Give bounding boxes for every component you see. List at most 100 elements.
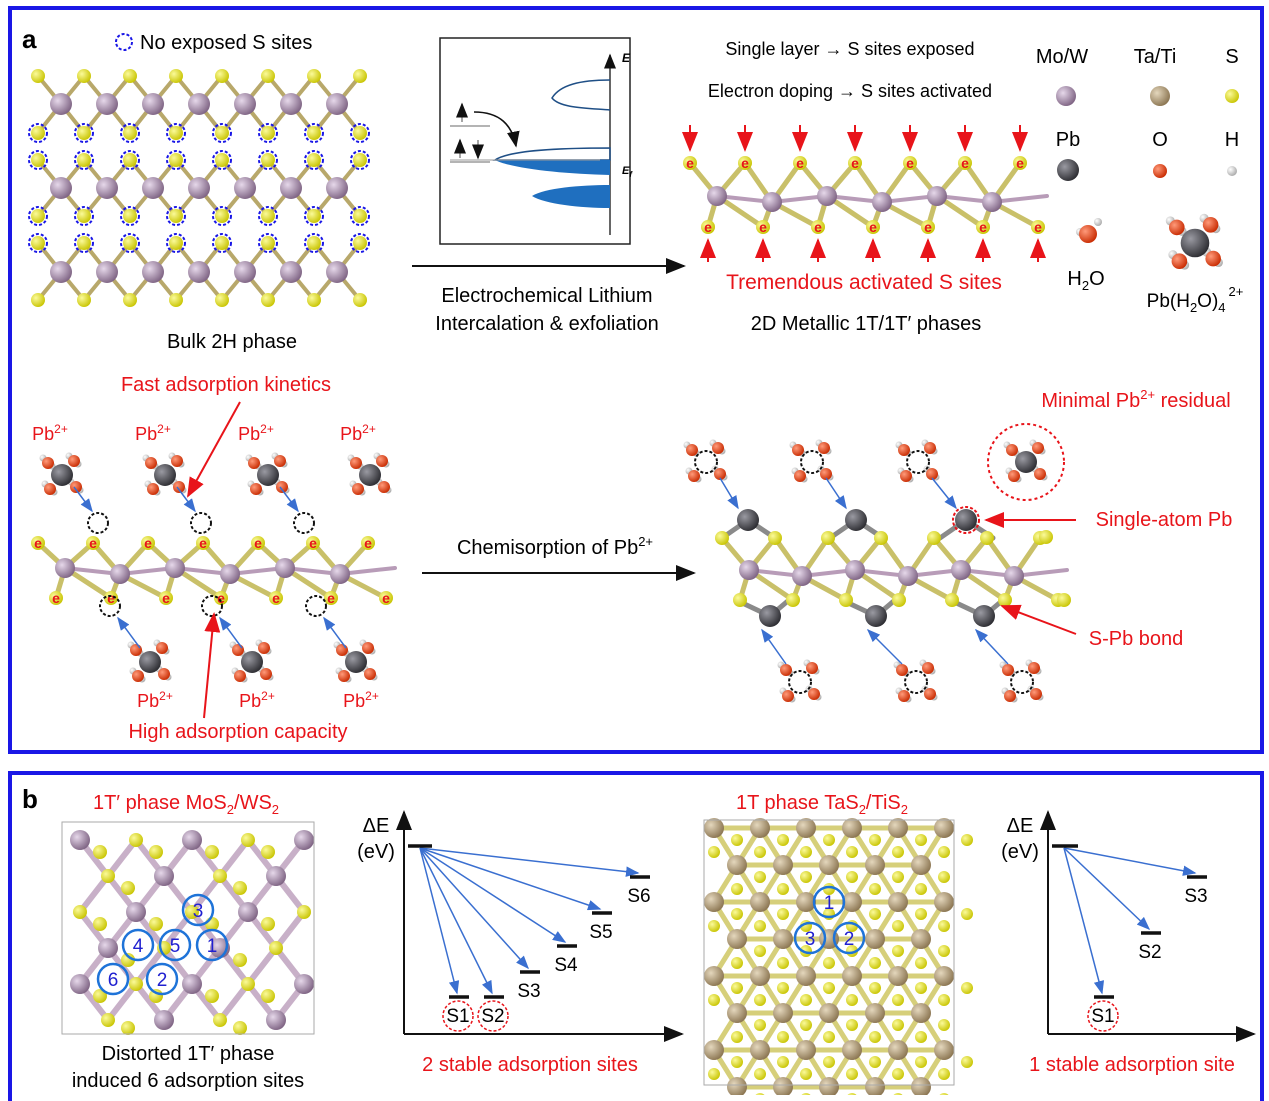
o-atom <box>352 483 364 495</box>
s-atom <box>149 917 163 931</box>
electron-label: e <box>704 219 712 235</box>
mo-atom <box>142 93 164 115</box>
pb-atom <box>359 464 381 486</box>
pb-ion-label: Pb2+ <box>340 422 376 444</box>
adsorption-site-circle <box>87 512 109 534</box>
o-atom <box>1006 444 1018 456</box>
mo-atom <box>326 261 348 283</box>
h-atom <box>1094 218 1102 226</box>
s-atom <box>866 220 880 234</box>
atom-layer <box>31 69 1239 1095</box>
s-atom <box>998 593 1012 607</box>
vacated-site-circle <box>1010 670 1034 694</box>
s-atom <box>77 293 91 307</box>
minimal-residual-label: Minimal Pb2+ residual <box>1041 387 1230 412</box>
s-atom <box>353 293 367 307</box>
s-atom <box>185 905 199 919</box>
s-atom <box>731 834 743 846</box>
s-atom <box>980 531 994 545</box>
mos2-site-circle <box>121 928 155 962</box>
spb-bond-label: S-Pb bond <box>1089 628 1184 650</box>
ta-atom <box>796 818 816 838</box>
s-atom <box>121 881 135 895</box>
s-atom <box>261 69 275 83</box>
s-atom <box>777 957 789 969</box>
o-atom <box>232 644 244 656</box>
ta-atom <box>750 966 770 986</box>
s-atom <box>915 1031 927 1043</box>
pb-atom <box>1015 451 1037 473</box>
ta-atom <box>865 1077 885 1095</box>
s-atom <box>921 220 935 234</box>
left-site-6-label: S6 <box>627 886 650 907</box>
high-capacity-label: High adsorption capacity <box>128 721 347 743</box>
mo-atom <box>266 866 286 886</box>
s-atom <box>353 69 367 83</box>
o-atom <box>900 470 912 482</box>
s-atom <box>892 846 904 858</box>
mo-atom <box>739 560 759 580</box>
ta-atom <box>842 892 862 912</box>
single-layer-text: Single layer → S sites exposed <box>725 39 974 59</box>
ta-atom <box>865 1003 885 1023</box>
s-atom <box>793 156 807 170</box>
adsorbed-pb-atom <box>759 605 781 627</box>
tas2-site-circle <box>832 921 866 955</box>
pb-ion-label: Pb2+ <box>32 422 68 444</box>
fast-kinetics-arrow <box>187 401 241 498</box>
s-atom <box>839 593 853 607</box>
electron-label: e <box>162 590 170 606</box>
mo-atom <box>96 261 118 283</box>
electron-label: e <box>686 155 694 171</box>
s-atom <box>938 1019 950 1031</box>
mos2-site-circle <box>158 928 192 962</box>
stable-site-marker <box>477 1000 509 1032</box>
stable-site-marker <box>1087 1000 1119 1032</box>
s-atom <box>31 236 45 250</box>
s-atom <box>261 989 275 1003</box>
s-atom <box>123 126 137 140</box>
s-atom <box>77 69 91 83</box>
ta-atom <box>911 855 931 875</box>
s-atom <box>777 1031 789 1043</box>
o-atom <box>130 644 142 656</box>
s-atom <box>307 153 321 167</box>
ta-atom <box>819 855 839 875</box>
ta-atom <box>773 855 793 875</box>
s-atom <box>215 236 229 250</box>
delta-e-left: ΔE <box>363 815 390 837</box>
left-caption: 2 stable adsorption sites <box>422 1054 638 1076</box>
electron-label: e <box>144 535 152 551</box>
legend-h-atom <box>1227 166 1237 176</box>
tas2-site-circle <box>812 885 846 919</box>
s-atom <box>77 126 91 140</box>
electron-label: e <box>382 590 390 606</box>
mo-atom <box>234 93 256 115</box>
bond <box>105 981 139 1023</box>
s-atom <box>77 236 91 250</box>
ta-atom <box>796 892 816 912</box>
o-atom <box>274 455 286 467</box>
pb-water-complex-bottom <box>127 639 172 683</box>
no-exposed-label: No exposed S sites <box>140 32 312 54</box>
bond <box>77 873 111 915</box>
mo-atom <box>154 866 174 886</box>
release-arrow <box>931 477 957 510</box>
mo-atom <box>330 564 350 584</box>
s-atom <box>129 833 143 847</box>
legend: Mo/W Ta/Ti S Pb O H H2O Pb(H2O)42+ <box>1036 46 1243 315</box>
vacated-site-circle <box>904 670 928 694</box>
s-atom <box>777 834 789 846</box>
o-atom <box>1169 219 1185 236</box>
o-atom <box>922 662 934 674</box>
s-atom <box>104 591 118 605</box>
s-atom <box>715 531 729 545</box>
s-atom <box>149 845 163 859</box>
mo-atom <box>142 261 164 283</box>
o-atom <box>818 442 830 454</box>
mo-atom <box>707 186 727 206</box>
o-atom <box>350 457 362 469</box>
ev-left: (eV) <box>357 841 395 863</box>
s-atom <box>800 846 812 858</box>
s-atom <box>961 1056 973 1068</box>
